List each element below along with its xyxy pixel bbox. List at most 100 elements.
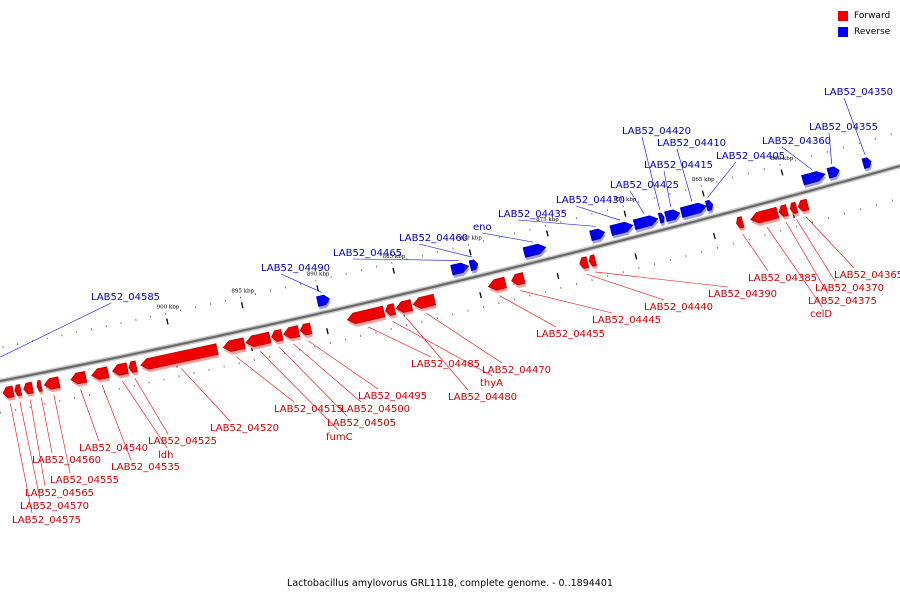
gene-arrow-lab52-04455[interactable]: [487, 276, 507, 291]
gene-label-lab52-04560[interactable]: LAB52_04560: [32, 455, 101, 466]
gene-label-lab52-04370[interactable]: LAB52_04370: [815, 283, 884, 294]
gene-arrow-lab52-04460[interactable]: [468, 259, 479, 271]
gene-lab52-04360[interactable]: [801, 171, 827, 189]
gene-lab52-04430[interactable]: [609, 221, 634, 239]
gene-lab52-04405[interactable]: [704, 199, 714, 214]
gene-lab52-04520[interactable]: [140, 343, 220, 373]
gene-lab52-04525[interactable]: [128, 360, 139, 376]
gene-arrow-lab52-04415[interactable]: [664, 209, 681, 222]
gene-label-lab52-04385[interactable]: LAB52_04385: [748, 273, 817, 284]
gene-label-lab52-04480[interactable]: LAB52_04480: [448, 392, 517, 403]
gene-label-lab52-04505[interactable]: LAB52_04505: [327, 418, 396, 429]
gene-label-celd[interactable]: celD: [810, 309, 832, 320]
gene-lab52-04445[interactable]: [511, 272, 527, 289]
gene-label-lab52-04570[interactable]: LAB52_04570: [20, 501, 89, 512]
gene-arrow-lab52-04350[interactable]: [861, 157, 872, 169]
gene-lab52-04575[interactable]: [2, 385, 16, 401]
gene-label-lab52-04415[interactable]: LAB52_04415: [644, 160, 713, 171]
gene-arrow-thya[interactable]: [385, 303, 397, 316]
gene-label-ldh[interactable]: ldh: [158, 450, 173, 461]
gene-label-lab52-04465[interactable]: LAB52_04465: [333, 248, 402, 259]
gene-arrow-lab52-04555[interactable]: [43, 376, 61, 390]
gene-arrow-lab52-04365[interactable]: [797, 198, 810, 212]
gene-lab52-04390[interactable]: [588, 254, 598, 270]
gene-arrow-lab52-04410[interactable]: [679, 202, 708, 218]
gene-arrow-lab52-04435[interactable]: [589, 228, 606, 242]
gene-arrow-lab52-04390[interactable]: [588, 254, 597, 267]
gene-lab52-04460[interactable]: [468, 259, 479, 274]
gene-arrow-celd[interactable]: [750, 206, 780, 224]
gene-arrow-lab52-04575[interactable]: [2, 385, 15, 399]
gene-arrow-lab52-04430[interactable]: [609, 221, 634, 236]
gene-label-lab52-04455[interactable]: LAB52_04455: [536, 329, 605, 340]
gene-lab52-04370[interactable]: [789, 201, 799, 217]
gene-lab52-04470[interactable]: [412, 293, 437, 312]
gene-label-lab52-04390[interactable]: LAB52_04390: [708, 289, 777, 300]
gene-lab52-04490[interactable]: [316, 294, 331, 310]
gene-eno[interactable]: [522, 243, 547, 261]
gene-arrow-lab52-04425[interactable]: [632, 215, 659, 230]
gene-label-lab52-04515[interactable]: LAB52_04515: [274, 404, 343, 415]
gene-arrow-lab52-04420[interactable]: [657, 212, 665, 224]
gene-label-thya[interactable]: thyA: [480, 378, 503, 389]
gene-arrow-eno[interactable]: [522, 243, 547, 258]
gene-arrow-lab52-04570[interactable]: [14, 384, 23, 397]
gene-lab52-04415[interactable]: [664, 209, 681, 225]
gene-label-lab52-04440[interactable]: LAB52_04440: [644, 302, 713, 313]
gene-label-lab52-04535[interactable]: LAB52_04535: [111, 462, 180, 473]
gene-label-lab52-04540[interactable]: LAB52_04540: [79, 443, 148, 454]
gene-arrow-lab52-04445[interactable]: [511, 272, 526, 286]
gene-arrow-lab52-04485[interactable]: [346, 305, 386, 325]
gene-fumc[interactable]: [245, 331, 273, 350]
gene-arrow-lab52-04540[interactable]: [70, 371, 88, 385]
gene-label-lab52-04365[interactable]: LAB52_04365: [834, 270, 900, 281]
gene-arrow-lab52-04495[interactable]: [299, 322, 313, 336]
gene-celd[interactable]: [750, 206, 780, 227]
gene-lab52-04410[interactable]: [679, 202, 708, 221]
gene-lab52-04495[interactable]: [299, 322, 313, 339]
gene-label-lab52-04470[interactable]: LAB52_04470: [482, 365, 551, 376]
gene-label-lab52-04405[interactable]: LAB52_04405: [716, 151, 785, 162]
gene-label-lab52-04495[interactable]: LAB52_04495: [358, 391, 427, 402]
gene-arrow-lab52-04505[interactable]: [271, 329, 284, 342]
gene-lab52-04485[interactable]: [346, 305, 387, 327]
gene-label-lab52-04375[interactable]: LAB52_04375: [808, 296, 877, 307]
gene-arrow-ldh[interactable]: [112, 362, 129, 376]
gene-arrow-fumc[interactable]: [245, 331, 272, 348]
gene-label-lab52-04565[interactable]: LAB52_04565: [25, 488, 94, 499]
gene-lab52-04540[interactable]: [70, 371, 88, 387]
gene-lab52-04565[interactable]: [23, 381, 35, 397]
gene-label-lab52-04350[interactable]: LAB52_04350: [824, 87, 893, 98]
gene-lab52-04350[interactable]: [861, 157, 873, 172]
gene-arrow-lab52-04465[interactable]: [450, 262, 470, 276]
gene-arrow-lab52-04525[interactable]: [128, 360, 138, 373]
gene-label-lab52-04555[interactable]: LAB52_04555: [50, 475, 119, 486]
gene-label-lab52-04490[interactable]: LAB52_04490: [261, 263, 330, 274]
gene-arrow-lab52-04370[interactable]: [789, 201, 799, 215]
gene-arrow-lab52-04355[interactable]: [826, 166, 840, 179]
gene-lab52-04365[interactable]: [797, 198, 811, 215]
gene-arrow-lab52-04560[interactable]: [36, 379, 43, 392]
gene-lab52-04435[interactable]: [589, 228, 606, 244]
gene-label-lab52-04445[interactable]: LAB52_04445: [592, 315, 661, 326]
gene-thya[interactable]: [385, 303, 397, 319]
gene-lab52-04570[interactable]: [14, 384, 23, 399]
gene-arrow-lab52-04515[interactable]: [222, 337, 246, 352]
gene-arrow-lab52-04375[interactable]: [778, 204, 789, 217]
gene-lab52-04440[interactable]: [579, 256, 590, 272]
gene-arrow-lab52-04405[interactable]: [704, 199, 714, 212]
gene-lab52-04505[interactable]: [271, 329, 285, 345]
gene-arrow-lab52-04480[interactable]: [395, 299, 414, 313]
gene-lab52-04480[interactable]: [395, 299, 414, 316]
gene-lab52-04500[interactable]: [283, 325, 301, 342]
gene-label-lab52-04460[interactable]: LAB52_04460: [399, 233, 468, 244]
gene-label-lab52-04485[interactable]: LAB52_04485: [411, 359, 480, 370]
gene-arrow-lab52-04470[interactable]: [412, 293, 437, 309]
gene-label-lab52-04420[interactable]: LAB52_04420: [622, 126, 691, 137]
gene-label-lab52-04435[interactable]: LAB52_04435: [498, 209, 567, 220]
gene-label-lab52-04520[interactable]: LAB52_04520: [210, 423, 279, 434]
gene-lab52-04535[interactable]: [91, 366, 111, 383]
gene-lab52-04465[interactable]: [450, 262, 470, 279]
gene-label-lab52-04585[interactable]: LAB52_04585: [91, 292, 160, 303]
gene-ldh[interactable]: [112, 362, 130, 379]
